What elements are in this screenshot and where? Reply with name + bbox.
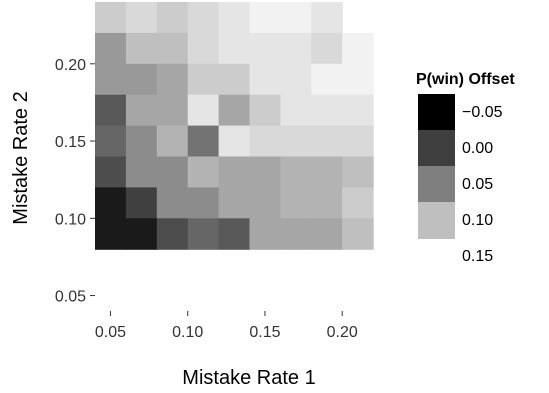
- heatmap-cell: [95, 187, 127, 219]
- heatmap-cell: [95, 32, 127, 65]
- x-tick-label: 0.15: [249, 324, 280, 341]
- heatmap-cell: [311, 125, 343, 158]
- heatmap-cell: [95, 1, 127, 34]
- heatmap-cell: [311, 63, 343, 96]
- heatmap-cell: [280, 94, 312, 127]
- heatmap-cell: [280, 218, 312, 250]
- y-tick-label: 0.15: [55, 134, 86, 151]
- y-tick-label: 0.05: [55, 289, 86, 306]
- heatmap-cell: [342, 63, 374, 96]
- heatmap-cell: [218, 156, 251, 188]
- heatmap-cell: [311, 32, 343, 65]
- heatmap-cell: [125, 94, 158, 127]
- heatmap-cell: [280, 1, 312, 34]
- heatmap-cell: [342, 32, 374, 65]
- heatmap-cell: [187, 156, 220, 188]
- legend-swatch: [418, 130, 455, 167]
- heatmap-cell: [125, 125, 158, 158]
- y-axis-title: Mistake Rate 2: [10, 91, 32, 224]
- heatmap-cell: [125, 156, 158, 188]
- legend-label: 0.15: [462, 248, 493, 265]
- x-tick-label: 0.05: [95, 324, 126, 341]
- heatmap-cell: [218, 63, 251, 96]
- heatmap-cell: [249, 94, 281, 127]
- legend-swatch: [418, 202, 455, 239]
- heatmap-cell: [249, 187, 281, 219]
- heatmap-cell: [156, 125, 189, 158]
- heatmap-cell: [249, 125, 281, 158]
- x-tick-label: 0.10: [172, 324, 203, 341]
- heatmap-cell: [311, 1, 343, 34]
- heatmap-cell: [280, 156, 312, 188]
- heatmap-cell: [280, 32, 312, 65]
- heatmap-cell: [249, 218, 281, 250]
- heatmap-cell: [95, 94, 127, 127]
- heatmap-cell: [187, 125, 220, 158]
- x-axis-title: Mistake Rate 1: [182, 367, 315, 389]
- heatmap-cell: [125, 32, 158, 65]
- heatmap-cell: [95, 156, 127, 188]
- heatmap-cell: [187, 32, 220, 65]
- heatmap-cell: [125, 187, 158, 219]
- y-tick-label: 0.20: [55, 57, 86, 74]
- heatmap-cell: [280, 63, 312, 96]
- heatmap-cell: [342, 218, 374, 250]
- heatmap-cell: [249, 156, 281, 188]
- heatmap-cell: [280, 125, 312, 158]
- heatmap-cell: [218, 32, 251, 65]
- legend-title: P(win) Offset: [416, 71, 515, 88]
- heatmap-cell: [342, 187, 374, 219]
- heatmap-cell: [187, 187, 220, 219]
- legend-label: −0.05: [462, 104, 503, 121]
- heatmap-cell: [156, 63, 189, 96]
- heatmap-cell: [311, 187, 343, 219]
- heatmap-cell: [187, 94, 220, 127]
- heatmap-cell: [249, 63, 281, 96]
- heatmap-cell: [125, 218, 158, 250]
- heatmap-cell: [218, 218, 251, 250]
- heatmap-cell: [342, 156, 374, 188]
- legend-label: 0.05: [462, 176, 493, 193]
- heatmap-cell: [156, 187, 189, 219]
- heatmap-cell: [249, 1, 281, 34]
- heatmap-cell: [187, 63, 220, 96]
- heatmap-cells: [95, 1, 374, 250]
- legend: −0.05 0.00 0.05 0.10 0.15: [418, 94, 503, 265]
- legend-swatch: [418, 94, 455, 131]
- legend-swatch: [418, 166, 455, 203]
- heatmap-cell: [156, 156, 189, 188]
- heatmap-cell: [156, 218, 189, 250]
- heatmap-cell: [311, 218, 343, 250]
- legend-label: 0.00: [462, 140, 493, 157]
- heatmap-cell: [187, 218, 220, 250]
- heatmap-cell: [125, 63, 158, 96]
- heatmap-cell: [187, 1, 220, 34]
- heatmap-cell: [311, 94, 343, 127]
- heatmap-cell: [218, 1, 251, 34]
- heatmap-cell: [156, 1, 189, 34]
- heatmap-cell: [125, 1, 158, 34]
- heatmap-cell: [311, 156, 343, 188]
- heatmap-cell: [218, 125, 251, 158]
- x-tick-label: 0.20: [327, 324, 358, 341]
- heatmap-cell: [95, 63, 127, 96]
- y-tick-label: 0.10: [55, 211, 86, 228]
- x-axis-ticks: 0.05 0.10 0.15 0.20: [95, 311, 358, 341]
- heatmap-cell: [218, 187, 251, 219]
- heatmap-cell: [218, 94, 251, 127]
- heatmap-cell: [156, 32, 189, 65]
- heatmap-cell: [342, 125, 374, 158]
- y-axis-ticks: 0.05 0.10 0.15 0.20: [55, 57, 95, 306]
- legend-label: 0.10: [462, 212, 493, 229]
- heatmap-cell: [156, 94, 189, 127]
- heatmap-cell: [342, 94, 374, 127]
- heatmap-cell: [95, 125, 127, 158]
- heatmap-cell: [95, 218, 127, 250]
- heatmap-cell: [249, 32, 281, 65]
- heatmap-cell: [280, 187, 312, 219]
